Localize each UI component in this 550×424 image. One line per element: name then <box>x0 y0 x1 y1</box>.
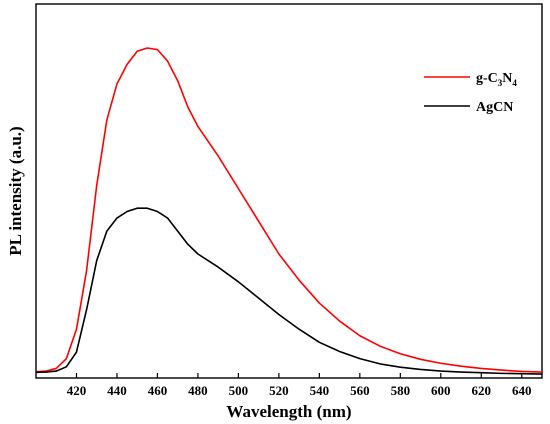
legend-label-g-c3n4: g-C3N4 <box>476 71 517 88</box>
x-tick-label: 500 <box>229 383 249 398</box>
series-line-g-c3n4 <box>35 47 543 373</box>
x-tick-label: 520 <box>269 383 289 398</box>
x-tick-label: 440 <box>107 383 127 398</box>
x-tick-label: 460 <box>148 383 168 398</box>
series-layer <box>35 47 543 375</box>
x-tick-label: 640 <box>512 383 532 398</box>
legend-label-agcn: AgCN <box>476 100 513 115</box>
x-axis-ticks: 420 440 460 480 500 520 540 560 580 600 620 640 <box>67 373 532 398</box>
x-tick-label: 480 <box>188 383 208 398</box>
y-axis-title: PL intensity (a.u.) <box>6 126 25 255</box>
x-tick-label: 420 <box>67 383 87 398</box>
x-tick-label: 620 <box>472 383 492 398</box>
x-tick-label: 560 <box>350 383 370 398</box>
x-axis-title: Wavelength (nm) <box>226 402 351 421</box>
x-tick-label: 540 <box>310 383 330 398</box>
plot-frame <box>35 3 543 379</box>
x-tick-label: 580 <box>391 383 411 398</box>
x-tick-label: 600 <box>431 383 451 398</box>
series-line-agcn <box>35 207 543 375</box>
legend: g-C3N4 AgCN <box>424 71 517 115</box>
